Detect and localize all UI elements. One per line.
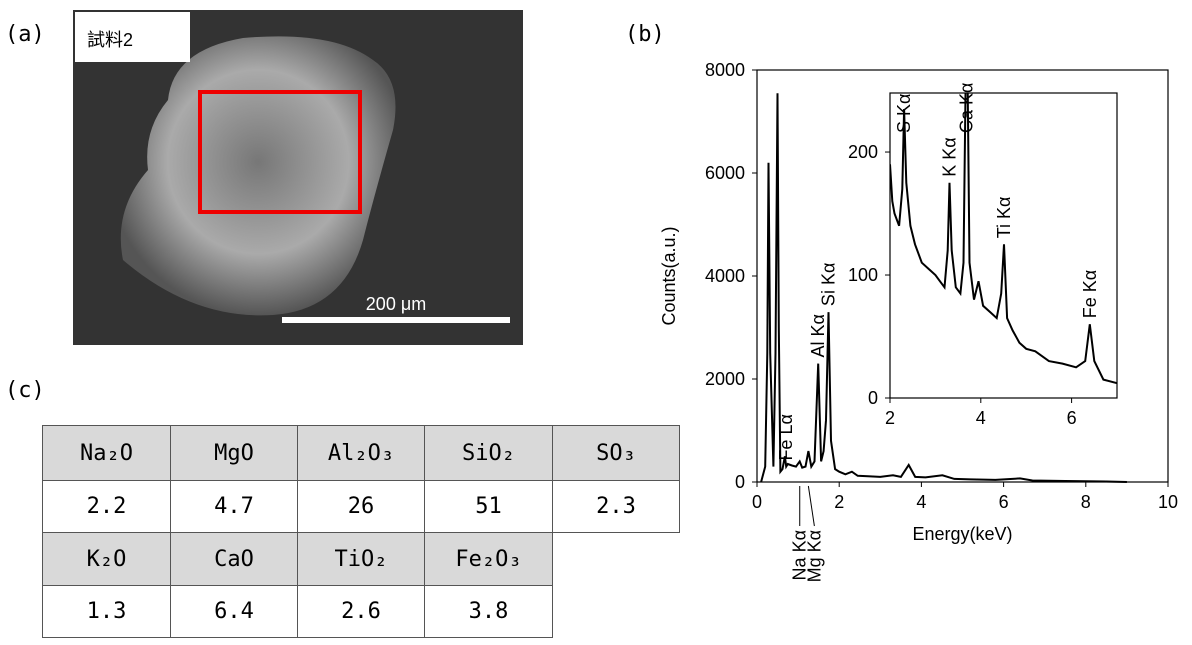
particle (120, 36, 396, 316)
table-header-cell: Al₂O₃ (297, 425, 425, 481)
peak-label: K Kα (939, 137, 959, 176)
table-cell: 2.6 (297, 585, 425, 638)
peak-label: Mg Kα (804, 530, 824, 582)
table-cell: 6.4 (170, 585, 298, 638)
table-header-cell: SiO₂ (424, 425, 553, 481)
spectrum-line (890, 93, 1117, 385)
spectrum-line (760, 93, 1127, 483)
y-tick-label: 6000 (705, 163, 745, 183)
table-header-cell: Fe₂O₃ (424, 532, 553, 586)
table-header-cell: MgO (170, 425, 298, 481)
y-tick-label: 200 (848, 142, 878, 162)
roi-box (198, 90, 362, 214)
table-cell: 26 (297, 480, 425, 533)
panel-label: (a) (5, 22, 45, 47)
scale-bar-label: 200 μm (366, 294, 426, 314)
peak-label: Al Kα (808, 314, 828, 357)
table-header-cell: SO₃ (552, 425, 680, 481)
peak-label: Fe Kα (1080, 270, 1100, 318)
y-tick-label: 0 (868, 388, 878, 408)
x-tick-label: 4 (976, 408, 986, 428)
x-tick-label: 4 (916, 492, 926, 512)
table-cell: 3.8 (424, 585, 553, 638)
x-tick-label: 6 (999, 492, 1009, 512)
x-axis-label: Energy(keV) (912, 524, 1012, 544)
y-tick-label: 8000 (705, 60, 745, 80)
y-tick-label: 100 (848, 265, 878, 285)
sem-image: 試料2 200 μm (73, 10, 523, 345)
x-tick-label: 8 (1081, 492, 1091, 512)
table-header-cell: Na₂O (42, 425, 171, 481)
scale-bar (282, 317, 510, 323)
leader-line (807, 485, 815, 527)
panel-label: (b) (625, 22, 665, 47)
y-tick-label: 4000 (705, 266, 745, 286)
x-tick-label: 2 (885, 408, 895, 428)
peak-label: Si Kα (819, 263, 839, 306)
table-cell: 4.7 (170, 480, 298, 533)
x-tick-label: 10 (1158, 492, 1178, 512)
table-cell: 1.3 (42, 585, 171, 638)
panel-label: (c) (5, 378, 45, 403)
label-box (75, 12, 190, 62)
peak-label: Ti Kα (994, 197, 1014, 239)
table-cell: 51 (424, 480, 553, 533)
table-header-cell: TiO₂ (297, 532, 425, 586)
table-header-cell: K₂O (42, 532, 171, 586)
x-tick-label: 6 (1067, 408, 1077, 428)
peak-label: Fe Lα (776, 414, 796, 460)
peak-label: S Kα (894, 94, 914, 133)
peak-label: Na Kα (790, 530, 810, 580)
y-axis-label: Counts(a.u.) (659, 226, 679, 325)
x-tick-label: 0 (752, 492, 762, 512)
table-cell: 2.3 (552, 480, 680, 533)
table-header-cell: CaO (170, 532, 298, 586)
table-cell: 2.2 (42, 480, 171, 533)
peak-label: Ca Kα (957, 83, 977, 133)
y-tick-label: 2000 (705, 369, 745, 389)
y-tick-label: 0 (735, 472, 745, 492)
x-tick-label: 2 (834, 492, 844, 512)
sample-label: 試料2 (87, 30, 133, 50)
